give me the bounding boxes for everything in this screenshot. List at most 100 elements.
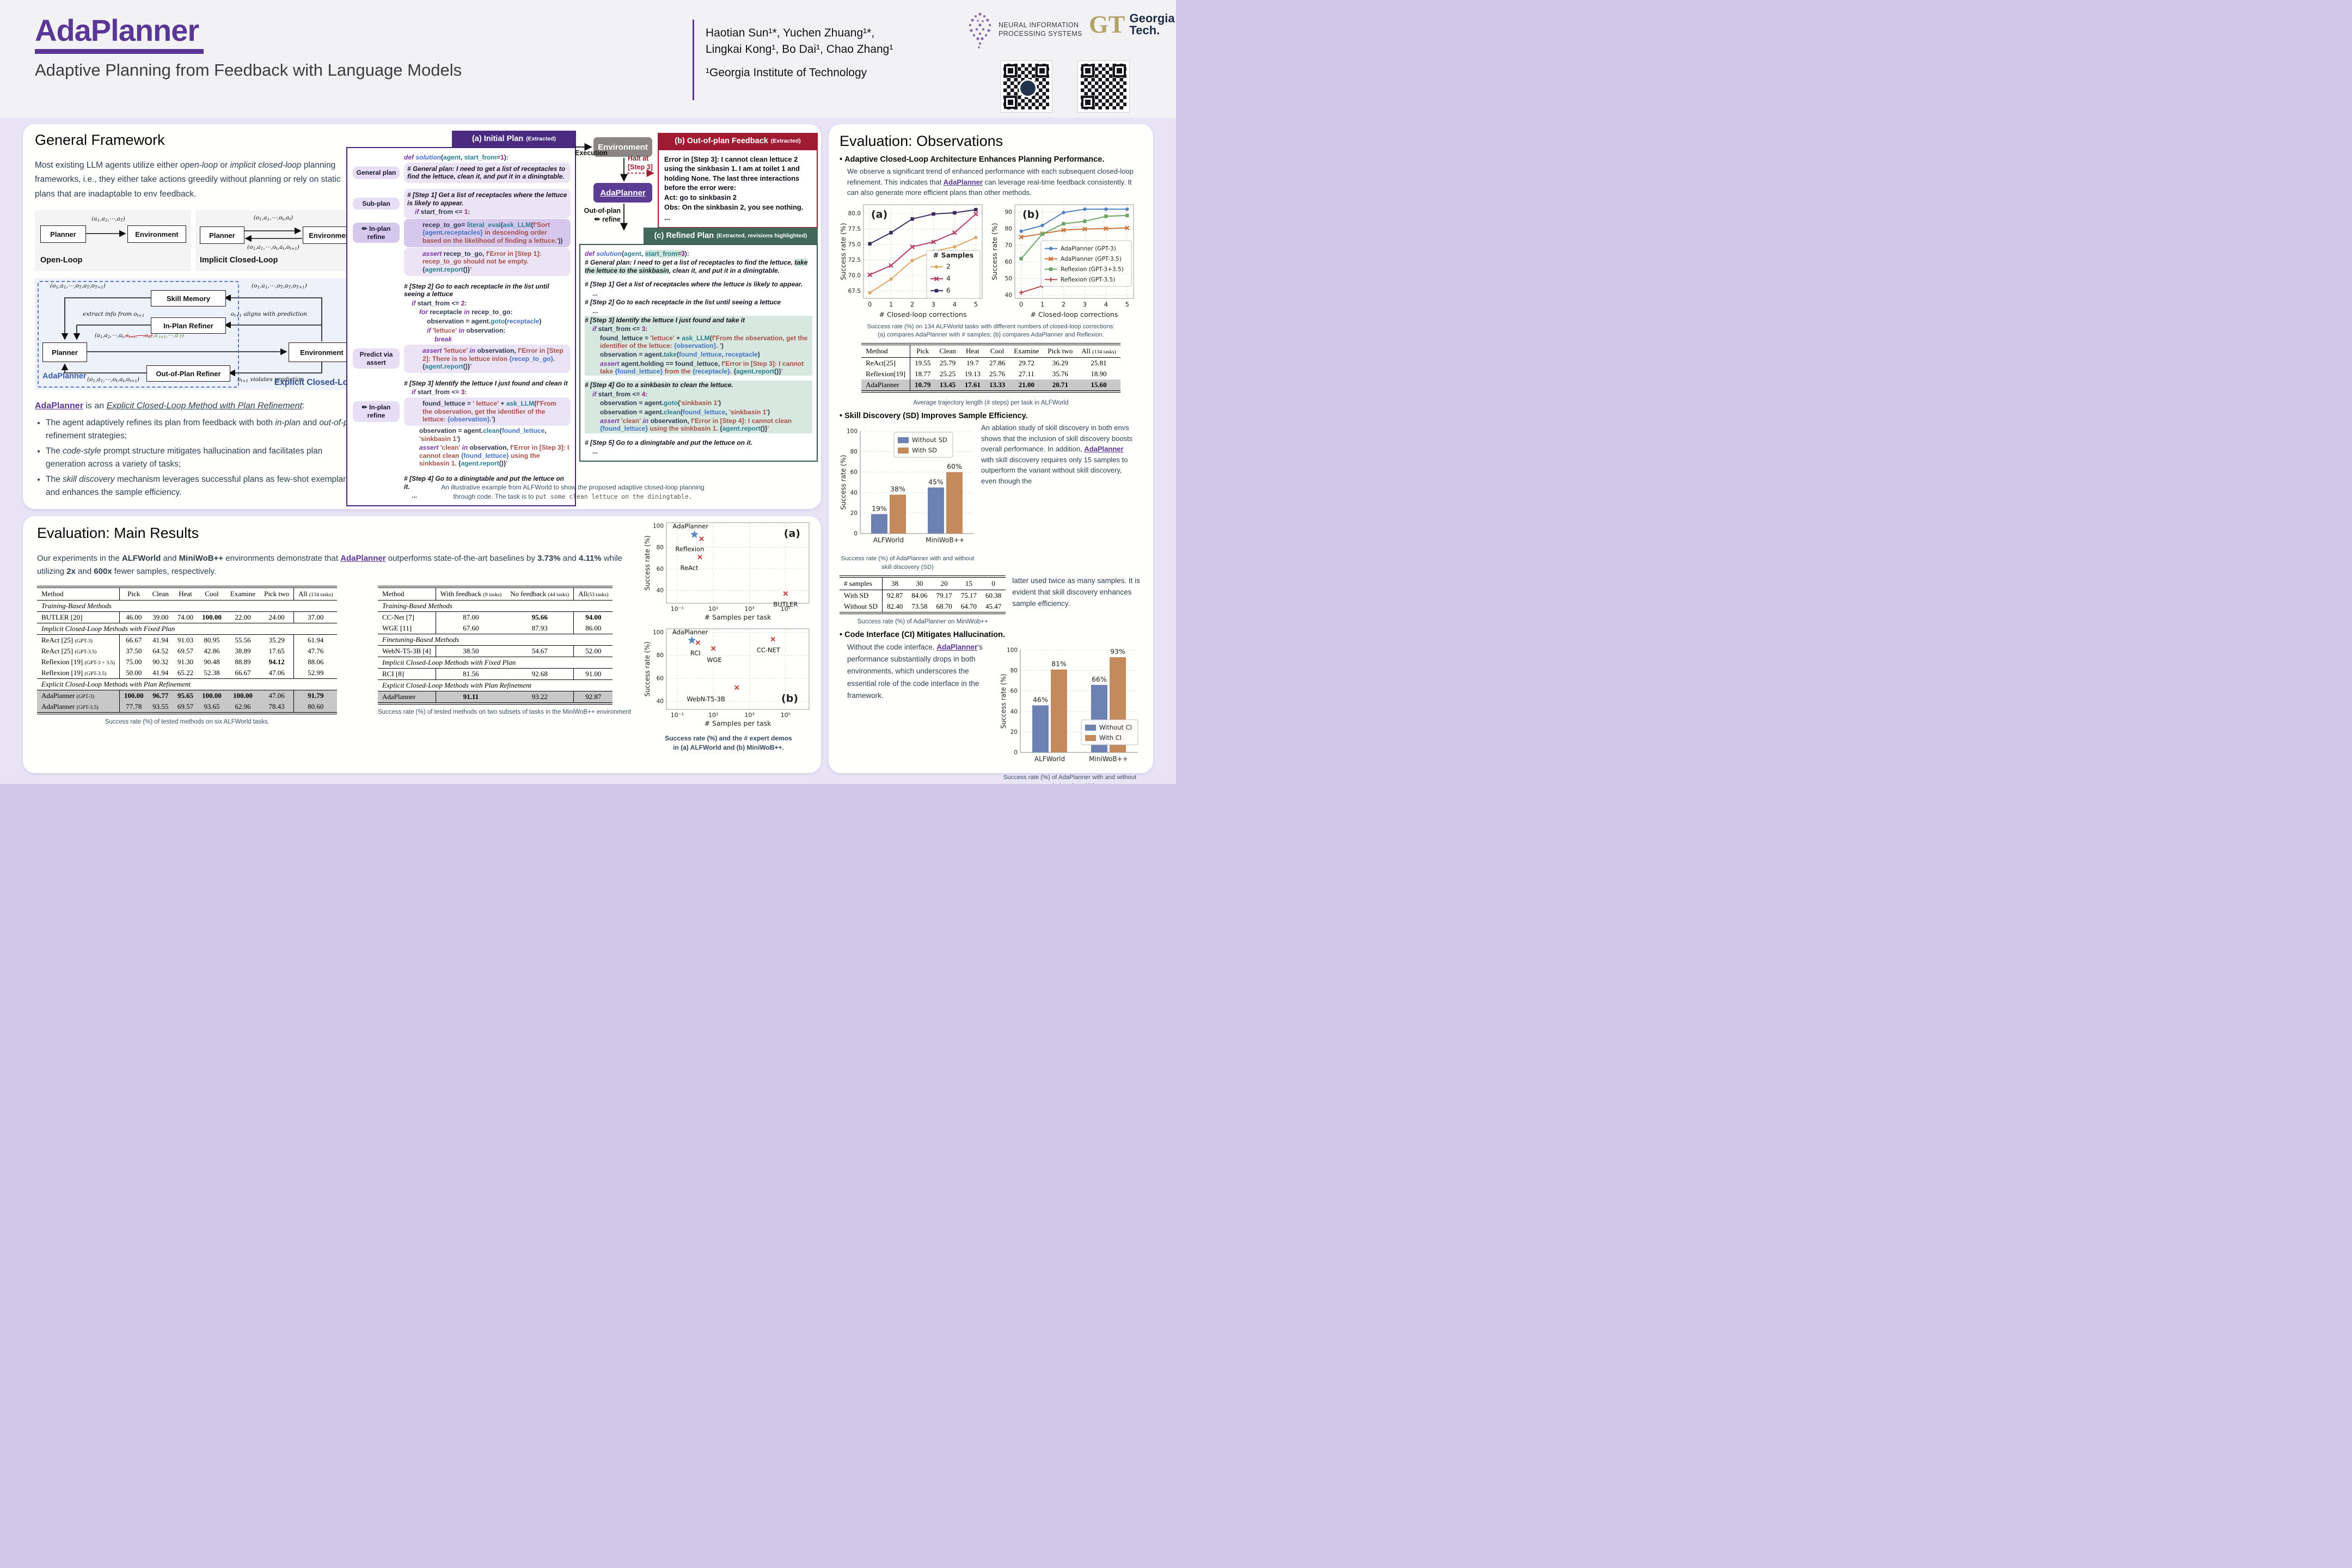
trajectory-table: Method Pick Clean Heat Cool Examine Pick two Al…: [861, 343, 1120, 393]
refined-plan-panel: (c) Refined Plan (Extracted, revisions h…: [579, 228, 818, 462]
svg-text:ALFWorld: ALFWorld: [873, 536, 904, 544]
svg-text:20: 20: [1010, 729, 1018, 736]
code-line: ...: [592, 307, 598, 315]
svg-text:93%: 93%: [1110, 647, 1125, 656]
table-row: ReAct [25] (GPT-3) 66.67 41.94 91.03 80.95 55…: [37, 634, 338, 646]
observation2-text2: latter used twice as many samples. It is…: [1012, 576, 1141, 608]
code-line: # [Step 1] Get a list of receptacles whe…: [585, 280, 803, 289]
poster-subtitle: Adaptive Planning from Feedback with Lan…: [35, 60, 462, 79]
code-line: observation = agent.clean(found_lettuce,…: [419, 426, 547, 443]
implicit-closed-loop-label: Implicit Closed-Loop: [200, 256, 278, 265]
code-line: if start_from <= 1:: [415, 208, 470, 216]
svg-text:10⁵: 10⁵: [781, 605, 791, 612]
samples-table: # samples 38 30 20 15 0 With SD 92.87 84.06 79.17…: [840, 575, 1006, 614]
svg-text:RCI: RCI: [690, 649, 701, 657]
poster-title: AdaPlanner: [35, 13, 199, 47]
code-line: ...: [592, 289, 598, 297]
svg-text:72.5: 72.5: [848, 256, 861, 263]
feedback-line: Obs: On the sinkbasin 2, you see nothing…: [664, 203, 804, 212]
svg-text:70: 70: [1005, 242, 1012, 249]
svg-text:80: 80: [657, 544, 664, 551]
svg-text:75.0: 75.0: [848, 241, 861, 248]
svg-text:81%: 81%: [1051, 659, 1067, 667]
svg-text:40: 40: [657, 699, 664, 705]
miniwob-table: Method With feedback (9 tasks) No feedback…: [378, 586, 631, 705]
main-results-intro: Our experiments in the ALFWorld and Mini…: [37, 554, 623, 576]
observation2-text1: An ablation study of skill discovery in …: [981, 424, 1133, 485]
svg-text:20: 20: [850, 510, 857, 517]
svg-text:90: 90: [1005, 209, 1012, 216]
header-divider: [693, 20, 694, 100]
svg-text:0: 0: [854, 531, 857, 537]
adaplanner-boundary: [38, 281, 239, 388]
initial-plan-subtitle: (Extracted): [526, 136, 556, 142]
qr-code-github: [1000, 60, 1052, 113]
summary-bullet: The skill discovery mechanism leverages …: [46, 473, 362, 499]
scatter-alfworld-chart: 10⁻¹ 10¹ 10³ 10⁵ 40 60 80 100 AdaPlanner Reflexio…: [644, 519, 813, 626]
svg-text:4: 4: [953, 301, 957, 308]
refined-plan-subtitle: (Extracted, revisions highlighted): [716, 232, 807, 239]
table-row: Training-Based Methods: [37, 600, 338, 612]
main-results-heading: Evaluation: Main Results: [37, 525, 199, 541]
open-loop-environment-box: Environment: [127, 225, 186, 243]
svg-text:100: 100: [1007, 647, 1018, 653]
svg-text:Success rate (%): Success rate (%): [644, 535, 651, 590]
out-of-plan-refine-label: Out-of-plan ✏ refine: [584, 207, 621, 223]
explicit-planner-box: Planner: [42, 342, 87, 363]
svg-text:10¹: 10¹: [708, 712, 718, 719]
action-seq-label: (a1,a2,⋯,at,at+1,⋯,aT),a′t+1,⋯,a′T): [95, 333, 185, 339]
svg-text:0: 0: [1014, 749, 1018, 756]
svg-text:# Samples per task: # Samples per task: [705, 613, 772, 621]
initial-plan-header: (a) Initial Plan (Extracted): [452, 131, 576, 147]
general-framework-panel: General Framework Most existing LLM agen…: [23, 124, 821, 509]
observations-heading: Evaluation: Observations: [840, 133, 1003, 149]
code-line: # [Step 3] Identify the lettuce I just f…: [585, 315, 812, 325]
open-loop-action-seq: (a1,a2,⋯,aT): [91, 216, 125, 223]
summary-bullet: The code-style prompt structure mitigate…: [46, 445, 362, 471]
miniwob-table: Method With feedback (9 tasks) No feedback…: [378, 586, 613, 705]
svg-text:(b): (b): [781, 693, 798, 705]
svg-text:67.5: 67.5: [848, 287, 861, 294]
code-line: found_lettuce = 'lettuce' + ask_LLM(f'Fr…: [585, 333, 812, 351]
svg-text:MiniWoB++: MiniWoB++: [1089, 755, 1128, 763]
code-line: recep_to_go= literal_eval(ask_LLM(f'Sort…: [422, 220, 563, 244]
svg-text:With SD: With SD: [912, 446, 937, 454]
implicit-planner-box: Planner: [200, 226, 244, 244]
table-row: RCI [8] 81.56 92.68 91.00: [378, 668, 613, 680]
svg-text:AdaPlanner: AdaPlanner: [672, 628, 708, 636]
open-loop-planner-box: Planner: [40, 225, 86, 243]
svg-text:77.5: 77.5: [848, 225, 861, 232]
aligns-label: ot+1 aligns with prediction: [231, 311, 307, 318]
scatter-caption-line2: in (a) ALFWorld and (b) MiniWoB++.: [673, 743, 784, 751]
svg-text:60: 60: [1010, 688, 1018, 694]
observation2-title: Skill Discovery (SD) Improves Sample Eff…: [844, 412, 1142, 420]
svg-text:# Closed-loop corrections: # Closed-loop corrections: [879, 310, 967, 318]
general-framework-intro: Most existing LLM agents utilize either …: [35, 161, 341, 199]
svg-text:5: 5: [974, 301, 978, 308]
svg-text:0: 0: [1019, 301, 1023, 308]
observation3-text: Without the code interface, AdaPlanner's…: [847, 642, 983, 700]
code-line: def solution(agent, start_from=3):: [585, 250, 689, 258]
code-gutter-label: Sub-plan: [353, 197, 400, 210]
svg-text:Success rate (%): Success rate (%): [991, 223, 999, 280]
code-line: observation = agent.goto('sinkbasin 1'): [585, 399, 812, 408]
table-row: AdaPlanner (GPT-3) 100.00 96.77 95.65 100.00…: [37, 690, 338, 701]
observations-panel: Evaluation: Observations Adaptive Closed…: [829, 124, 1153, 784]
initial-plan-title: (a) Initial Plan: [471, 134, 524, 143]
code-line: if start_from <= 3:: [412, 388, 467, 396]
authors-block: Haotian Sun¹*, Yuchen Zhuang¹*, Lingkai …: [706, 25, 893, 81]
trajectory-caption: Average trajectory length (# steps) per …: [913, 400, 1069, 407]
explicit-closed-loop-diagram: Planner Skill Memory In-Plan Refiner Out…: [35, 278, 362, 390]
trajectory-table: Method Pick Clean Heat Cool Examine Pick two Al…: [861, 343, 1120, 393]
svg-text:2: 2: [1062, 301, 1065, 308]
svg-text:Without SD: Without SD: [912, 436, 947, 444]
alfworld-table: Method Pick Clean Heat Cool Examine Pick two Al…: [37, 586, 338, 714]
code-line: assert 'lettuce' in observation, f'Error…: [422, 346, 564, 371]
poster-root: AdaPlanner Adaptive Planning from Feedba…: [0, 0, 1176, 784]
figure-caption: An illustrative example from ALFWorld to…: [441, 483, 705, 501]
explicit-environment-box: Environment: [289, 342, 355, 363]
svg-text:40: 40: [1005, 292, 1012, 298]
svg-text:Without CI: Without CI: [1099, 724, 1132, 731]
sd-chart-block: 0 20 40 60 80 100 19% 38% ALFWorld 45% 60% MiniWoB+…: [840, 422, 976, 572]
svg-text:1: 1: [889, 301, 893, 308]
